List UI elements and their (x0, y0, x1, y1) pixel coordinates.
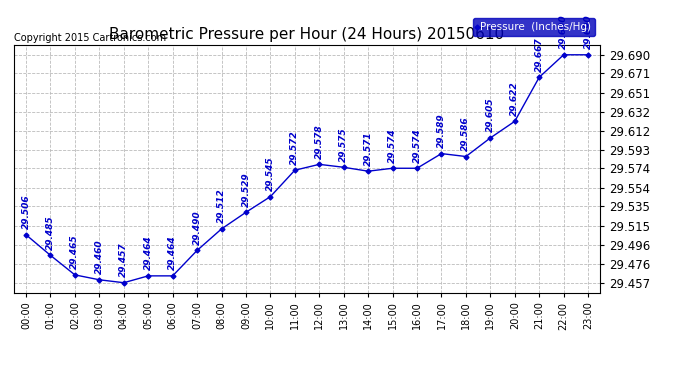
Pressure  (Inches/Hg) (339, 165, 348, 170)
Text: 29.667: 29.667 (535, 37, 544, 72)
Text: 29.571: 29.571 (364, 131, 373, 166)
Pressure  (Inches/Hg) (413, 166, 421, 171)
Pressure  (Inches/Hg) (241, 210, 250, 214)
Pressure  (Inches/Hg) (486, 136, 495, 140)
Text: Copyright 2015 Cartronics.com: Copyright 2015 Cartronics.com (14, 33, 166, 42)
Text: 29.465: 29.465 (70, 235, 79, 269)
Pressure  (Inches/Hg) (144, 274, 152, 278)
Pressure  (Inches/Hg) (388, 166, 397, 171)
Text: 29.572: 29.572 (290, 130, 299, 165)
Text: 29.589: 29.589 (437, 113, 446, 148)
Text: 29.529: 29.529 (241, 172, 250, 207)
Pressure  (Inches/Hg) (22, 232, 30, 237)
Pressure  (Inches/Hg) (46, 253, 55, 258)
Pressure  (Inches/Hg) (535, 75, 543, 80)
Line: Pressure  (Inches/Hg): Pressure (Inches/Hg) (24, 53, 590, 285)
Pressure  (Inches/Hg) (511, 119, 519, 123)
Text: 29.690: 29.690 (559, 15, 568, 49)
Pressure  (Inches/Hg) (168, 274, 177, 278)
Text: 29.575: 29.575 (339, 127, 348, 162)
Pressure  (Inches/Hg) (193, 248, 201, 253)
Text: 29.457: 29.457 (119, 243, 128, 277)
Pressure  (Inches/Hg) (584, 53, 592, 57)
Text: 29.578: 29.578 (315, 124, 324, 159)
Pressure  (Inches/Hg) (95, 278, 104, 282)
Pressure  (Inches/Hg) (462, 154, 470, 159)
Legend: Pressure  (Inches/Hg): Pressure (Inches/Hg) (473, 18, 595, 36)
Pressure  (Inches/Hg) (71, 273, 79, 277)
Text: 29.605: 29.605 (486, 98, 495, 132)
Text: 29.460: 29.460 (95, 240, 103, 274)
Text: 29.490: 29.490 (193, 210, 201, 245)
Pressure  (Inches/Hg) (119, 280, 128, 285)
Pressure  (Inches/Hg) (315, 162, 324, 166)
Pressure  (Inches/Hg) (290, 168, 299, 172)
Text: 29.464: 29.464 (144, 236, 152, 270)
Text: 29.622: 29.622 (511, 81, 520, 116)
Pressure  (Inches/Hg) (437, 152, 446, 156)
Text: 29.690: 29.690 (584, 15, 593, 49)
Text: 29.506: 29.506 (21, 195, 30, 229)
Text: 29.512: 29.512 (217, 189, 226, 224)
Pressure  (Inches/Hg) (266, 194, 275, 199)
Pressure  (Inches/Hg) (217, 226, 226, 231)
Text: 29.574: 29.574 (388, 128, 397, 163)
Title: Barometric Pressure per Hour (24 Hours) 20150610: Barometric Pressure per Hour (24 Hours) … (110, 27, 504, 42)
Pressure  (Inches/Hg) (364, 169, 373, 174)
Text: 29.586: 29.586 (462, 116, 471, 151)
Text: 29.485: 29.485 (46, 215, 55, 250)
Pressure  (Inches/Hg) (560, 53, 568, 57)
Text: 29.545: 29.545 (266, 156, 275, 191)
Text: 29.574: 29.574 (413, 128, 422, 163)
Text: 29.464: 29.464 (168, 236, 177, 270)
